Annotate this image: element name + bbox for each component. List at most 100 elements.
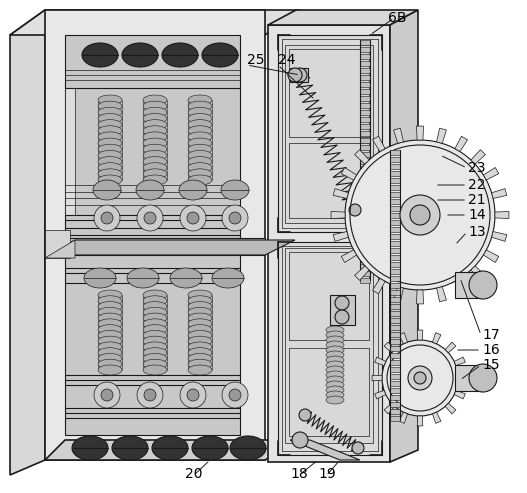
Polygon shape: [355, 150, 369, 164]
Ellipse shape: [192, 436, 228, 460]
Circle shape: [137, 382, 163, 408]
Circle shape: [292, 432, 308, 448]
Circle shape: [335, 296, 349, 310]
Ellipse shape: [188, 342, 212, 352]
Ellipse shape: [98, 95, 122, 105]
Ellipse shape: [143, 330, 167, 340]
Text: 22: 22: [468, 178, 485, 192]
Ellipse shape: [143, 307, 167, 317]
Ellipse shape: [143, 101, 167, 111]
Ellipse shape: [98, 313, 122, 323]
Bar: [390, 353, 400, 358]
Bar: [390, 241, 400, 246]
Bar: [390, 227, 400, 232]
Bar: [390, 192, 400, 197]
Ellipse shape: [143, 302, 167, 312]
Circle shape: [414, 372, 426, 384]
Ellipse shape: [188, 290, 212, 300]
Text: 23: 23: [468, 161, 485, 175]
Bar: [390, 325, 400, 330]
Ellipse shape: [326, 366, 344, 374]
Ellipse shape: [326, 326, 344, 334]
Bar: [360, 222, 370, 227]
Ellipse shape: [188, 113, 212, 123]
Ellipse shape: [98, 319, 122, 329]
Bar: [390, 297, 400, 302]
Ellipse shape: [84, 268, 116, 288]
Ellipse shape: [326, 351, 344, 359]
Polygon shape: [290, 440, 360, 460]
Bar: [360, 89, 370, 94]
Circle shape: [352, 442, 364, 454]
Circle shape: [293, 68, 307, 82]
Text: 19: 19: [318, 467, 336, 481]
Circle shape: [94, 205, 120, 231]
Text: 14: 14: [468, 208, 485, 222]
Polygon shape: [333, 232, 348, 242]
Text: 15: 15: [482, 358, 500, 372]
Ellipse shape: [188, 348, 212, 358]
Ellipse shape: [188, 313, 212, 323]
Bar: [360, 250, 370, 255]
Polygon shape: [416, 126, 424, 140]
Bar: [360, 75, 370, 80]
Ellipse shape: [202, 43, 238, 67]
Circle shape: [400, 195, 440, 235]
Polygon shape: [399, 333, 407, 344]
Polygon shape: [454, 357, 465, 365]
Polygon shape: [373, 136, 385, 151]
Ellipse shape: [188, 302, 212, 312]
Bar: [390, 374, 400, 379]
Ellipse shape: [188, 296, 212, 306]
Bar: [390, 290, 400, 295]
Polygon shape: [417, 416, 423, 426]
Polygon shape: [399, 412, 407, 423]
Circle shape: [94, 382, 120, 408]
Ellipse shape: [127, 268, 159, 288]
Bar: [390, 206, 400, 211]
Ellipse shape: [188, 307, 212, 317]
Circle shape: [144, 212, 156, 224]
Ellipse shape: [326, 396, 344, 404]
Ellipse shape: [143, 290, 167, 300]
Ellipse shape: [93, 180, 121, 200]
Bar: [390, 185, 400, 190]
Ellipse shape: [98, 144, 122, 154]
Ellipse shape: [112, 436, 148, 460]
Circle shape: [187, 212, 199, 224]
Polygon shape: [341, 168, 357, 180]
Polygon shape: [278, 35, 382, 232]
Bar: [360, 264, 370, 269]
Ellipse shape: [98, 107, 122, 117]
Circle shape: [137, 205, 163, 231]
Bar: [390, 276, 400, 281]
Bar: [390, 248, 400, 253]
Ellipse shape: [152, 436, 188, 460]
Bar: [360, 68, 370, 73]
Text: 21: 21: [468, 193, 485, 207]
Polygon shape: [290, 68, 308, 82]
Polygon shape: [471, 266, 485, 281]
Polygon shape: [483, 250, 499, 262]
Bar: [360, 229, 370, 234]
Ellipse shape: [326, 386, 344, 394]
Ellipse shape: [143, 313, 167, 323]
Ellipse shape: [143, 113, 167, 123]
Bar: [390, 157, 400, 162]
Ellipse shape: [188, 144, 212, 154]
Ellipse shape: [188, 175, 212, 185]
Polygon shape: [333, 189, 348, 199]
Ellipse shape: [98, 138, 122, 148]
Polygon shape: [384, 403, 395, 414]
Ellipse shape: [143, 150, 167, 160]
Ellipse shape: [188, 163, 212, 173]
Bar: [360, 166, 370, 171]
Polygon shape: [45, 240, 295, 255]
Bar: [390, 402, 400, 407]
Circle shape: [335, 310, 349, 324]
Polygon shape: [492, 189, 507, 199]
Bar: [360, 124, 370, 129]
Bar: [285, 248, 373, 443]
Ellipse shape: [326, 341, 344, 349]
Polygon shape: [390, 10, 418, 462]
